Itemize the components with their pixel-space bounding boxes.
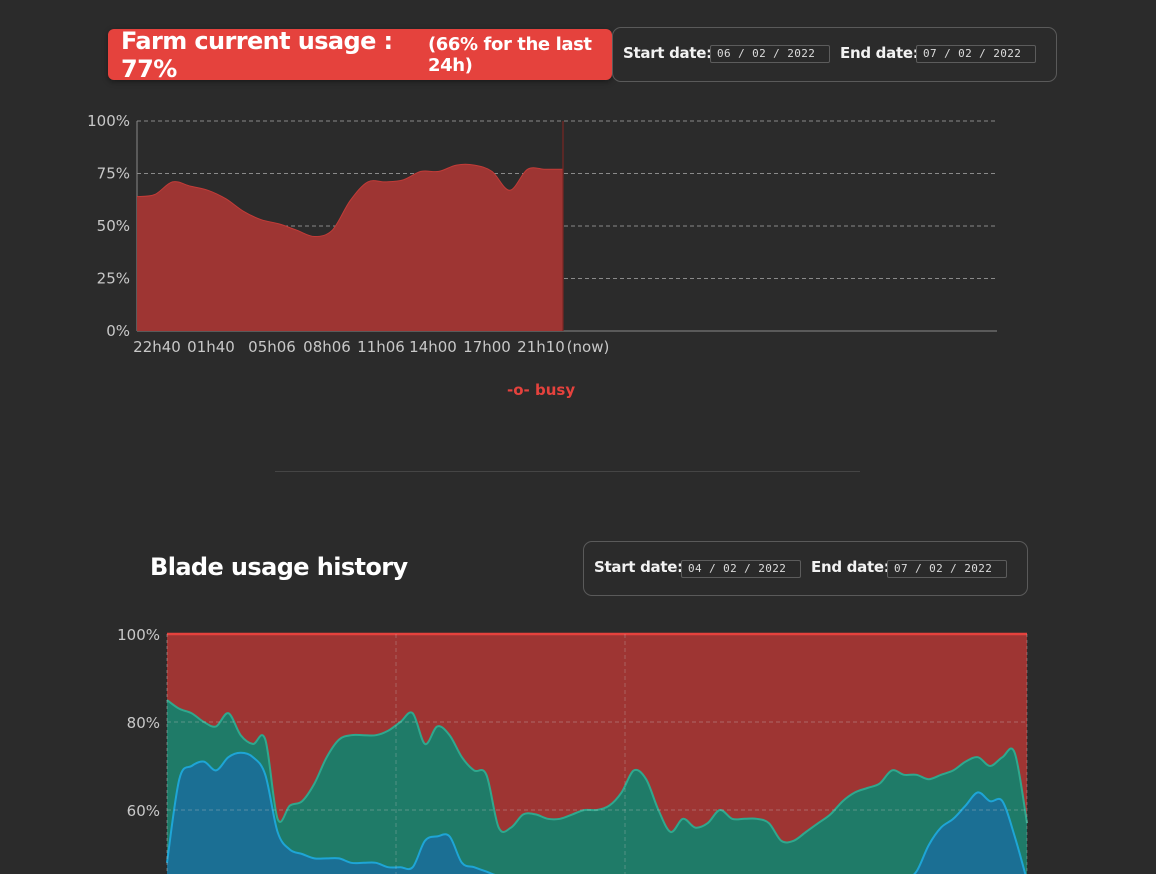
x-tick-label: 01h40 [187,338,235,356]
farm-end-date-label: End date: [840,44,919,62]
x-tick-label: (now) [567,338,610,356]
y-tick-label: 50% [97,217,130,235]
legend-label-busy: busy [535,381,576,399]
x-tick-label: 22h40 [133,338,181,356]
legend-marker-icon: -o- [507,381,530,399]
blade-section-title: Blade usage history [150,553,408,581]
x-tick-label: 21h10 [517,338,565,356]
x-tick-label: 17h00 [463,338,511,356]
y-tick-label: 25% [97,270,130,288]
blade-date-range: Start date: 04 / 02 / 2022 End date: 07 … [583,541,1028,596]
busy-line [136,163,563,238]
farm-date-range: Start date: 06 / 02 / 2022 End date: 07 … [612,27,1057,82]
chart-legend[interactable]: -o- busy [507,381,575,399]
y-tick-label: 75% [97,165,130,183]
farm-start-date-label: Start date: [623,44,712,62]
teal-line [166,699,1028,844]
x-tick-label: 14h00 [409,338,457,356]
y-tick-label: 0% [106,322,130,340]
blade-usage-chart: 100% 80% 60% [117,626,1028,874]
farm-usage-chart: 0% 25% 50% 75% 100% 22h40 01h40 05h06 08h06 11h06… [87,112,997,356]
farm-usage-badge: Farm current usage : 77% (66% for the la… [108,26,612,83]
y-tick-label: 80% [127,714,160,732]
blade-end-date-input[interactable]: 07 / 02 / 2022 [887,560,1007,578]
blade-start-date-input[interactable]: 04 / 02 / 2022 [681,560,801,578]
blade-end-date-label: End date: [811,558,890,576]
x-tick-label: 11h06 [357,338,405,356]
y-tick-label: 100% [117,626,160,644]
blue-area [167,752,1026,874]
farm-end-date-input[interactable]: 07 / 02 / 2022 [916,45,1036,63]
busy-area [137,164,563,331]
y-tick-label: 60% [127,802,160,820]
teal-area [167,700,1027,874]
x-tick-label: 08h06 [303,338,351,356]
y-tick-label: 100% [87,112,130,130]
x-tick-label: 05h06 [248,338,296,356]
farm-start-date-input[interactable]: 06 / 02 / 2022 [710,45,830,63]
blade-start-date-label: Start date: [594,558,683,576]
last24-usage-text: (66% for the last 24h) [427,33,592,76]
blue-line [166,751,1027,874]
section-divider [275,471,860,472]
current-usage-text: Farm current usage : 77% [121,26,393,83]
